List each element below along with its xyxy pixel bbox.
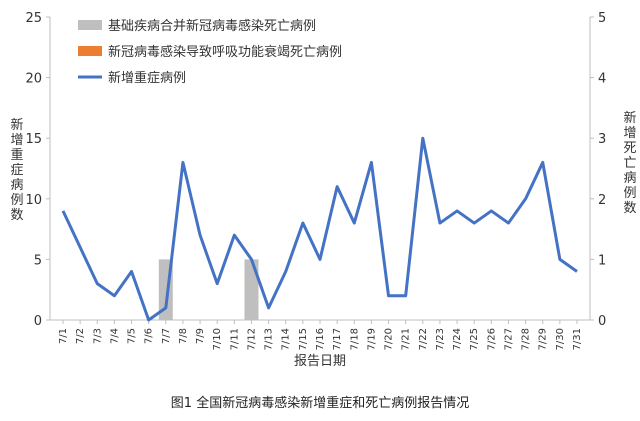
x-tick-label: 7/23	[435, 328, 446, 350]
legend-label: 基础疾病合并新冠病毒感染死亡病例	[108, 18, 316, 34]
legend-swatch	[78, 20, 102, 30]
y-tick-label-left: 10	[25, 193, 42, 208]
y-axis-title-right-char: 增	[623, 126, 636, 141]
y-axis-title-left-char: 数	[10, 208, 23, 223]
x-tick-label: 7/14	[281, 328, 292, 350]
y-tick-label-left: 25	[25, 11, 42, 26]
y-axis-title-left-char: 病	[10, 178, 23, 193]
legend-swatch	[78, 46, 102, 56]
y-axis-title-left-char: 新	[10, 117, 23, 133]
y-tick-label-right: 2	[598, 193, 606, 208]
x-tick-label: 7/13	[264, 328, 275, 350]
x-tick-label: 7/16	[315, 328, 326, 350]
x-tick-label: 7/25	[469, 328, 480, 350]
y-axis-title-right-char: 死	[623, 141, 636, 156]
x-tick-label: 7/26	[486, 328, 497, 350]
x-tick-label: 7/20	[384, 328, 395, 350]
x-tick-label: 7/9	[195, 328, 206, 344]
y-axis-title-left-char: 例	[10, 193, 23, 208]
y-axis-title-left-char: 症	[10, 163, 23, 178]
y-tick-label-right: 3	[598, 132, 606, 147]
x-tick-label: 7/17	[332, 328, 343, 350]
x-tick-label: 7/7	[161, 328, 172, 344]
bars	[159, 259, 259, 320]
x-tick-label: 7/22	[418, 328, 429, 350]
x-tick-label: 7/15	[298, 328, 309, 350]
y-tick-label-left: 20	[25, 72, 42, 87]
x-tick-label: 7/10	[212, 328, 223, 350]
axes: 0 5 10 15 20 25 0 1 2 3 4 5 7/1 7/2 7/3 7/4 7/5 7/6 7/7 7/8…	[25, 11, 606, 350]
y-tick-label-right: 0	[598, 314, 606, 329]
x-tick-label: 7/29	[538, 328, 549, 350]
y-axis-title-right-char: 例	[623, 186, 636, 201]
x-tick-label: 7/12	[246, 328, 257, 350]
y-axis-title-left-char: 重	[10, 147, 23, 163]
y-tick-label-right: 4	[598, 72, 606, 87]
x-tick-label: 7/11	[229, 328, 240, 350]
x-tick-label: 7/24	[452, 328, 463, 350]
bar-7/12	[244, 259, 258, 320]
x-axis-title: 报告日期	[294, 354, 346, 369]
y-axis-title-right-char: 病	[623, 171, 636, 186]
x-tick-label: 7/5	[127, 328, 138, 344]
y-tick-label-left: 15	[25, 132, 42, 147]
x-tick-label: 7/2	[75, 328, 86, 344]
x-tick-label: 7/4	[109, 328, 120, 344]
x-tick-label: 7/8	[178, 328, 189, 344]
line-series	[63, 138, 577, 320]
x-tick-label: 7/27	[503, 328, 514, 350]
x-tick-label: 7/3	[92, 328, 103, 344]
y-tick-label-right: 1	[598, 253, 606, 268]
line-series-path	[63, 138, 577, 320]
y-tick-label-right: 5	[598, 11, 606, 26]
y-tick-label-left: 0	[34, 314, 42, 329]
y-axis-title-right-char: 数	[623, 201, 636, 216]
x-tick-label: 7/31	[572, 328, 583, 350]
legend-label: 新冠病毒感染导致呼吸功能衰竭死亡病例	[108, 44, 342, 60]
x-tick-label: 7/30	[555, 328, 566, 350]
y-tick-label-left: 5	[34, 253, 42, 268]
x-tick-label: 7/1	[58, 328, 69, 344]
x-tick-label: 7/18	[349, 328, 360, 350]
figure-caption: 图1 全国新冠病毒感染新增重症和死亡病例报告情况	[0, 392, 640, 411]
legend-label: 新增重症病例	[108, 70, 186, 86]
y-axis-title-right-char: 亡	[623, 156, 636, 171]
x-tick-label: 7/6	[144, 328, 155, 344]
x-tick-label: 7/21	[401, 328, 412, 350]
x-tick-label: 7/28	[521, 328, 532, 350]
x-tick-label: 7/19	[366, 328, 377, 350]
y-axis-title-right-char: 新	[623, 110, 636, 126]
y-axis-title-left-char: 增	[10, 133, 23, 148]
